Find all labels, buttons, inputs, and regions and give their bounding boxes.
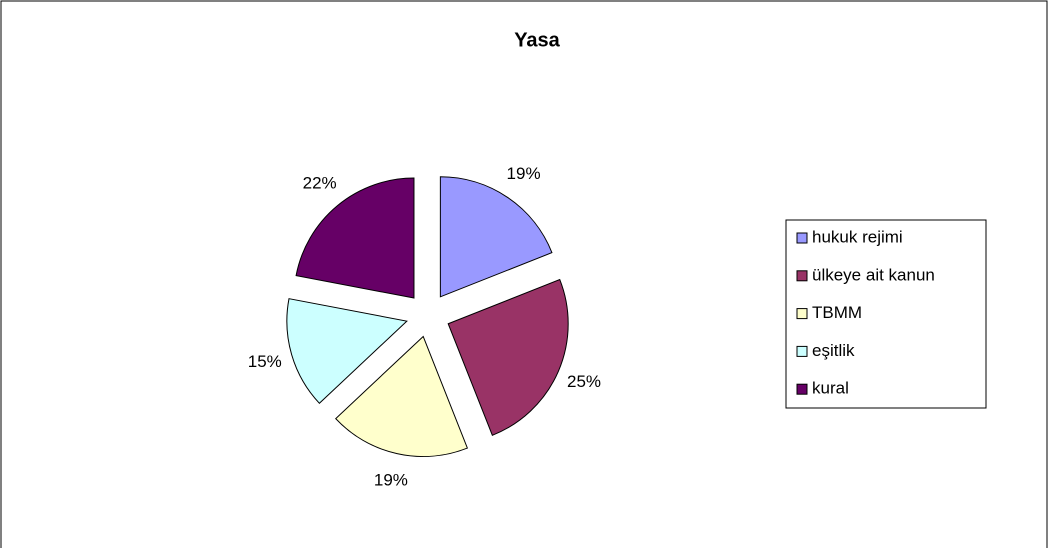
pie-slice: [286, 298, 408, 404]
legend-label: ülkeye ait kanun: [812, 265, 935, 284]
legend-swatch: [796, 308, 808, 320]
legend-label: TBMM: [812, 303, 862, 322]
data-label: 15%: [248, 352, 282, 371]
chart-title: Yasa: [514, 29, 560, 51]
legend-box: [785, 219, 987, 409]
pie-slice: [447, 278, 569, 436]
legend-swatch: [796, 345, 808, 357]
legend-swatch: [796, 270, 808, 282]
pie-slice: [335, 335, 469, 457]
legend-swatch: [796, 232, 808, 244]
data-label: 25%: [567, 372, 601, 391]
pie-slice: [439, 176, 553, 298]
legend-label: kural: [812, 379, 849, 398]
data-label: 19%: [507, 164, 541, 183]
data-label: 19%: [374, 470, 408, 489]
legend-swatch: [796, 383, 808, 395]
legend-label: eşitlik: [812, 341, 855, 360]
data-label: 22%: [303, 173, 337, 192]
legend-label: hukuk rejimi: [812, 227, 903, 246]
pie-slice: [295, 177, 415, 299]
